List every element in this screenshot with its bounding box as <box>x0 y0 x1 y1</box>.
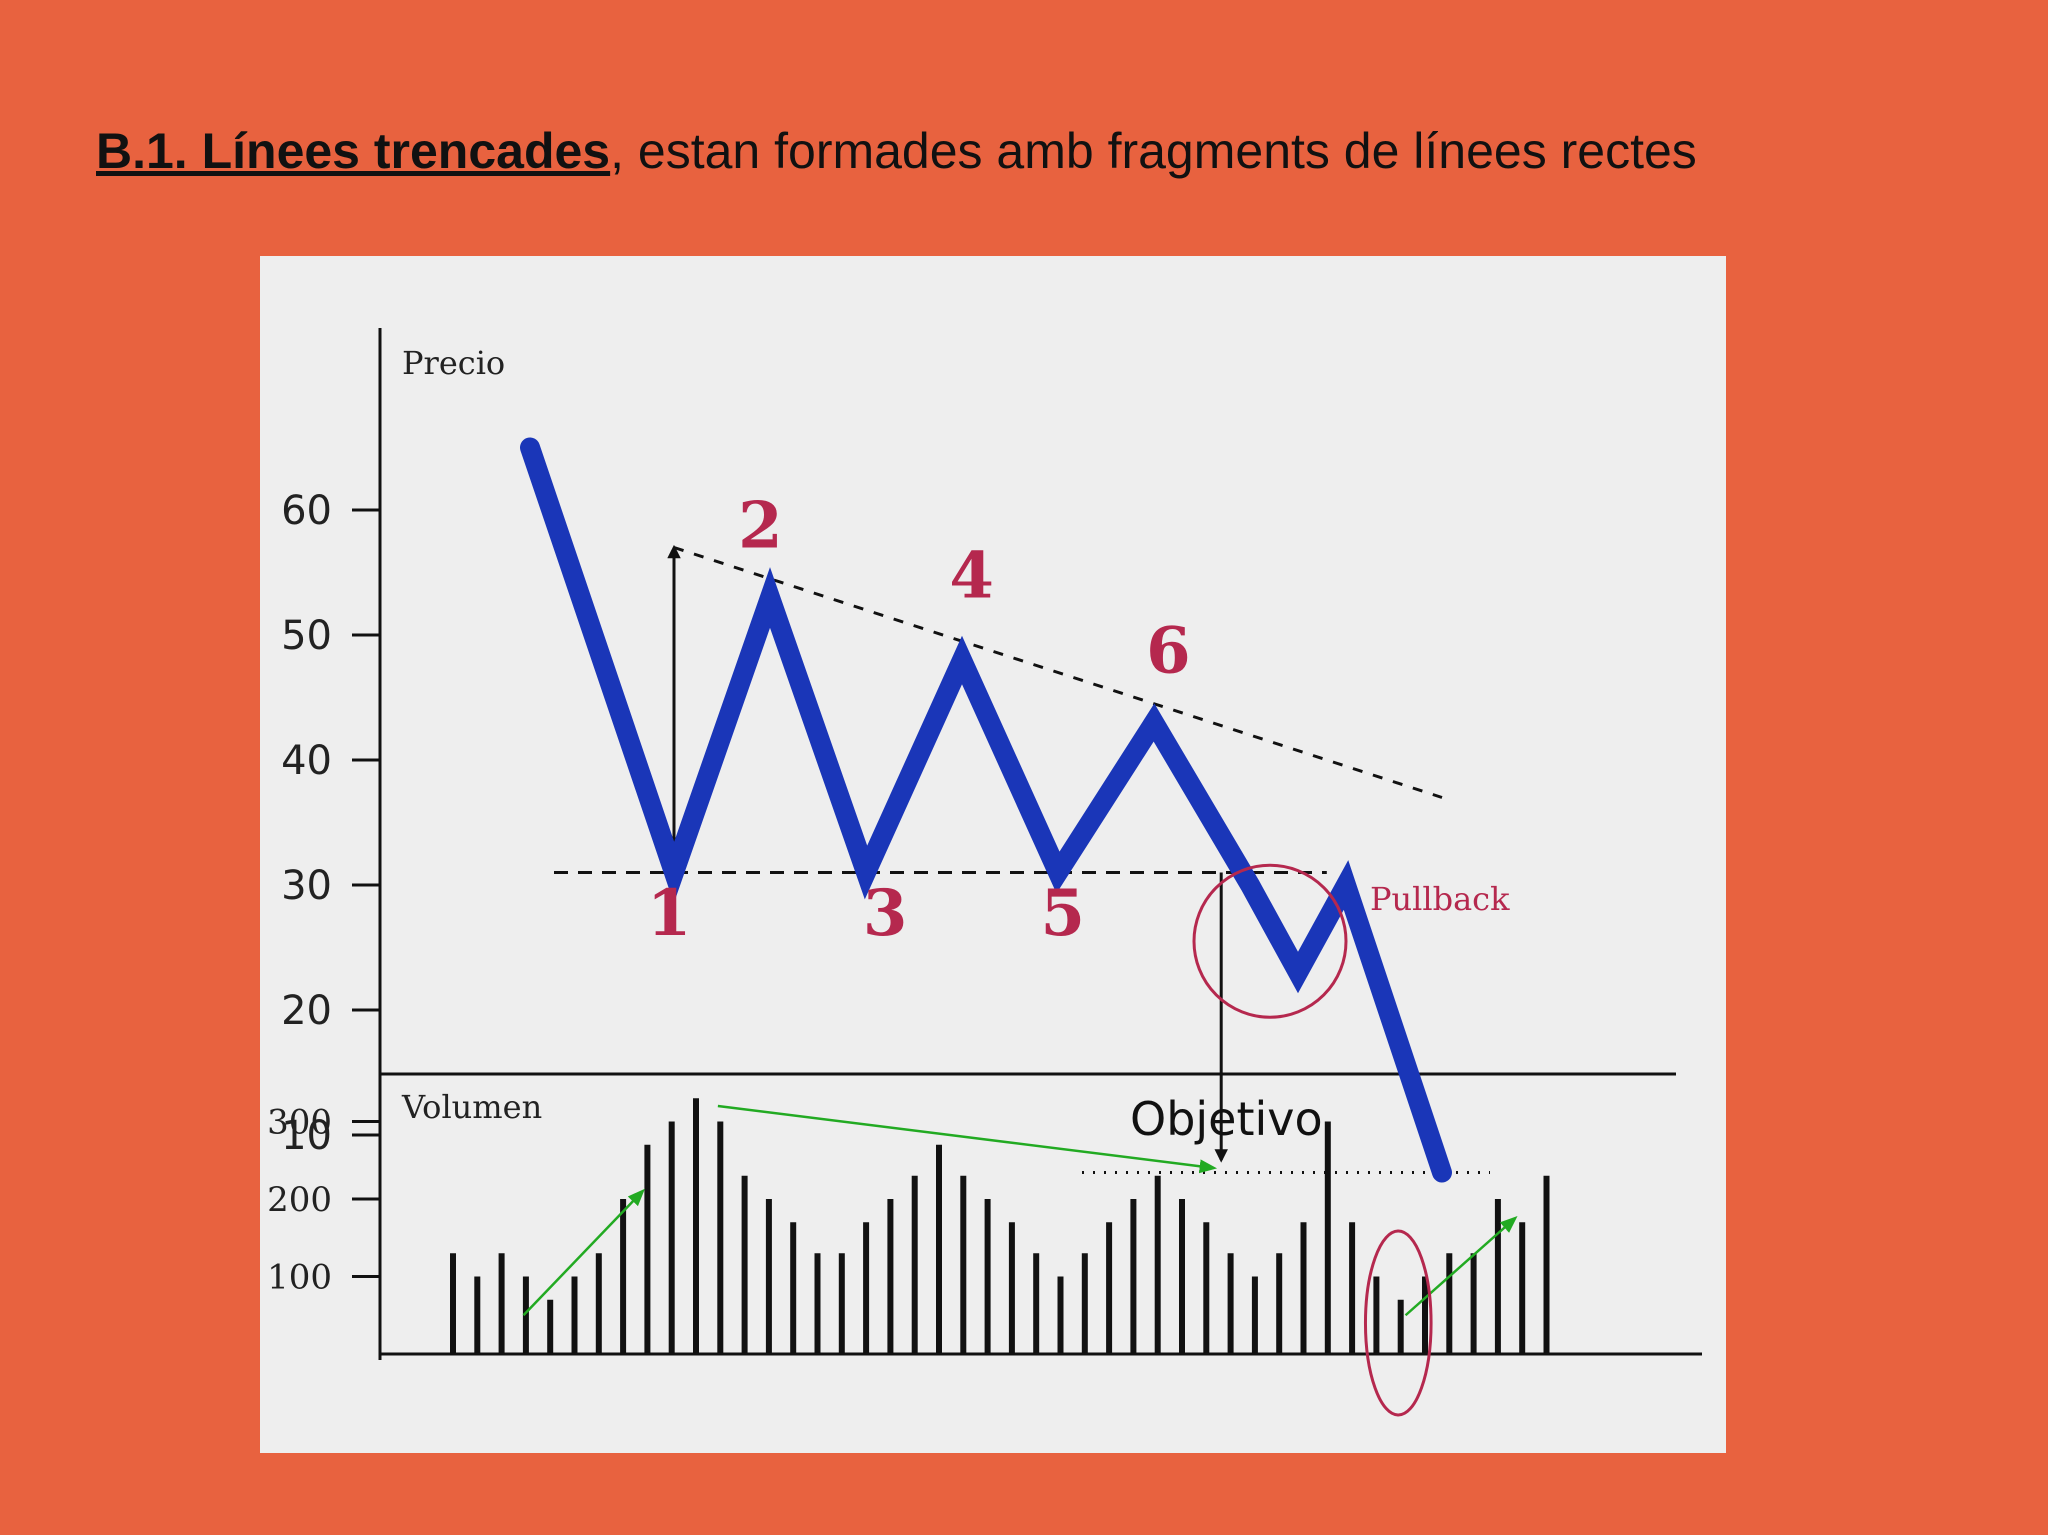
volume-bar <box>790 1222 797 1354</box>
pivot-label-4: 4 <box>949 539 994 614</box>
chart-svg: 60 50 40 30 20 10 Precio 1 2 3 4 5 6 Pullback Objetivo… <box>267 328 1702 1417</box>
volume-bar <box>960 1175 967 1354</box>
volume-bar <box>1154 1175 1161 1354</box>
volume-bar <box>1008 1222 1015 1354</box>
price-y-tick-label: 50 <box>281 613 332 659</box>
volume-bar <box>765 1199 772 1354</box>
volume-bar <box>984 1199 991 1354</box>
volume-bar <box>936 1144 942 1354</box>
volume-bar <box>1349 1222 1356 1354</box>
volume-y-tick-label: 200 <box>267 1180 332 1220</box>
pivot-label-5: 5 <box>1041 876 1086 951</box>
volume-bar <box>863 1222 870 1354</box>
volume-bar <box>1106 1222 1113 1354</box>
volume-bar <box>450 1253 456 1354</box>
volume-bar <box>1543 1175 1550 1354</box>
resistance-line <box>673 546 1443 799</box>
volume-bar <box>1397 1299 1404 1354</box>
pivot-label-2: 2 <box>738 489 783 564</box>
volume-bar <box>1373 1276 1380 1354</box>
volume-bar <box>595 1253 602 1354</box>
volume-bar <box>1130 1199 1137 1354</box>
volume-bar <box>1227 1253 1234 1354</box>
volume-bar <box>620 1199 627 1354</box>
volume-bar <box>1324 1121 1331 1354</box>
volume-bar <box>911 1175 918 1354</box>
volume-bar <box>1276 1253 1283 1354</box>
volume-bar <box>1081 1253 1088 1354</box>
heading-bold: B.1. Línees trencades <box>96 123 611 179</box>
volume-bar <box>522 1276 529 1354</box>
volume-axis-label: Volumen <box>401 1088 542 1126</box>
chart-panel: 60 50 40 30 20 10 Precio 1 2 3 4 5 6 Pullback Objetivo… <box>260 256 1726 1453</box>
volume-bar <box>668 1121 675 1354</box>
volume-y-tick-label: 100 <box>267 1258 332 1298</box>
volume-bar <box>474 1276 481 1354</box>
volume-bar <box>814 1253 821 1354</box>
volume-bar <box>1470 1253 1477 1354</box>
volume-bar <box>547 1299 554 1354</box>
volume-trend-arrow <box>522 1188 645 1317</box>
price-y-tick-label: 20 <box>281 988 332 1034</box>
volume-bar <box>1057 1276 1064 1354</box>
volume-bar <box>1179 1199 1185 1354</box>
volume-bar <box>571 1276 578 1354</box>
pivot-label-3: 3 <box>863 876 908 951</box>
volume-highlight-ellipse <box>1363 1229 1433 1417</box>
volume-bar <box>1300 1222 1307 1354</box>
volume-bar <box>717 1121 724 1354</box>
volume-bar <box>644 1144 651 1354</box>
volume-bar <box>1422 1276 1428 1354</box>
volume-trend-arrow <box>1404 1216 1518 1317</box>
volume-trend-arrow <box>717 1104 1218 1174</box>
volume-bar <box>887 1199 894 1354</box>
price-axis-label: Precio <box>402 344 505 382</box>
pivot-label-6: 6 <box>1146 614 1191 689</box>
price-y-tick-label: 60 <box>281 488 332 534</box>
pullback-circle <box>1192 863 1348 1019</box>
volume-bar <box>1251 1276 1258 1354</box>
volume-bar <box>838 1253 845 1354</box>
volume-bar <box>1494 1199 1501 1354</box>
volume-bar <box>1519 1222 1526 1354</box>
volume-chart: 300 200 100 Volumen <box>267 1074 1702 1417</box>
price-y-tick-label: 40 <box>281 738 332 784</box>
slide-heading: B.1. Línees trencades, estan formades am… <box>96 122 1697 180</box>
pullback-label: Pullback <box>1370 880 1510 918</box>
volume-bar <box>741 1175 748 1354</box>
heading-rest: , estan formades amb fragments de línees… <box>610 123 1697 179</box>
price-line <box>520 437 1452 1183</box>
target-label: Objetivo <box>1130 1092 1323 1146</box>
price-chart: 60 50 40 30 20 10 Precio 1 2 3 4 5 6 Pullback Objetivo <box>281 328 1676 1183</box>
volume-bar <box>1033 1253 1040 1354</box>
volume-bar <box>693 1098 699 1354</box>
price-y-tick-label: 30 <box>281 863 332 909</box>
volume-bar <box>498 1253 505 1354</box>
volume-bar <box>1203 1222 1210 1354</box>
pivot-label-1: 1 <box>647 876 692 951</box>
volume-y-tick-label: 300 <box>267 1103 332 1143</box>
price-y-tick-label: 10 <box>281 1113 332 1159</box>
volume-bar <box>1446 1253 1453 1354</box>
